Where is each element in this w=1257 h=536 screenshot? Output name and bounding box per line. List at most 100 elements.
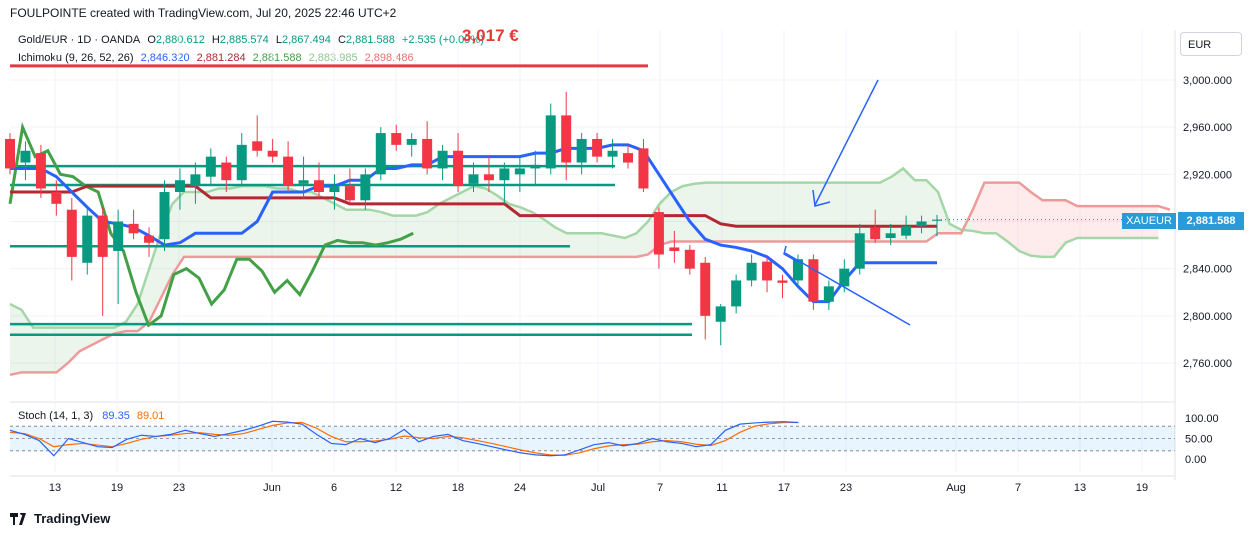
ichimoku-kijun-value: 2,881.284	[196, 52, 246, 64]
symbol-price-tag: XAUEUR	[1122, 213, 1176, 229]
cloud-bull-fill	[230, 186, 242, 257]
cloud-bull-fill	[903, 168, 915, 242]
candle-body	[561, 115, 572, 163]
cloud-bull-fill	[369, 209, 382, 257]
cloud-bull-fill	[68, 327, 80, 363]
time-axis-label: 17	[778, 482, 790, 494]
candle-body	[545, 115, 556, 169]
candle-body	[82, 215, 93, 263]
cloud-bull-fill	[914, 180, 927, 242]
cloud-bull-fill	[195, 192, 208, 257]
candle-body	[205, 156, 216, 177]
stoch-label[interactable]: Stoch (14, 1, 3)	[18, 410, 94, 422]
cloud-bull-fill	[868, 182, 880, 242]
cloud-bull-fill	[636, 221, 648, 257]
up-arrow-head	[783, 245, 799, 263]
cloud-bull-fill	[10, 304, 22, 375]
price-axis-label: 3,000.000	[1183, 75, 1232, 87]
cloud-bull-fill	[79, 327, 92, 352]
candle-body	[854, 233, 865, 269]
time-axis-label: 7	[657, 482, 663, 494]
tradingview-logo[interactable]: TradingView	[10, 511, 110, 526]
cloud-bear-fill	[1042, 200, 1054, 257]
cloud-bull-fill	[126, 304, 138, 332]
time-axis-label: 13	[49, 482, 61, 494]
footer-brand: TradingView	[34, 511, 111, 526]
symbol-name[interactable]: Gold/EUR · 1D · OANDA	[18, 34, 141, 46]
cloud-bull-fill	[648, 203, 660, 255]
cloud-bull-fill	[822, 182, 834, 242]
cloud-bear-fill	[1007, 182, 1020, 251]
cloud-bull-fill	[845, 182, 857, 242]
cloud-bear-fill	[1065, 200, 1078, 243]
cloud-bull-fill	[184, 192, 196, 257]
time-axis-label: 7	[1015, 482, 1021, 494]
cloud-bull-fill	[346, 209, 358, 257]
cloud-bull-fill	[242, 186, 254, 257]
cloud-bull-fill	[787, 182, 799, 242]
chart-header: FOULPOINTE created with TradingView.com,…	[10, 6, 397, 20]
cloud-bull-fill	[949, 223, 962, 234]
candle-body	[514, 168, 525, 175]
cloud-bull-fill	[938, 192, 950, 234]
candle-body	[97, 215, 108, 257]
cloud-bull-fill	[764, 182, 776, 242]
cloud-bull-fill	[532, 212, 544, 257]
high-value: 2,885.574	[219, 34, 269, 46]
candle-body	[128, 223, 139, 234]
ichimoku-tenkan-value: 2,846.320	[140, 52, 190, 64]
cloud-bear-fill	[1100, 206, 1112, 239]
candle-body	[221, 162, 232, 181]
cloud-bull-fill	[578, 233, 590, 257]
low-label: L	[275, 34, 282, 46]
cloud-bull-fill	[404, 215, 416, 257]
cloud-bull-fill	[775, 182, 788, 242]
price-axis-label: 2,960.000	[1183, 122, 1232, 134]
ichimoku-label[interactable]: Ichimoku (9, 26, 52, 26)	[18, 52, 134, 64]
cloud-bull-fill	[659, 192, 672, 246]
candle-body	[406, 138, 417, 145]
candle-body	[762, 261, 773, 281]
candle-body	[870, 227, 881, 240]
cloud-bull-fill	[752, 182, 764, 242]
stoch-d-line	[9, 421, 799, 456]
cloud-bull-fill	[624, 233, 637, 257]
candle-body	[329, 186, 340, 193]
last-price-tag: 2,881.588	[1178, 212, 1244, 230]
candle-body	[823, 286, 834, 302]
cloud-bull-fill	[613, 235, 625, 257]
cloud-bull-fill	[520, 207, 532, 257]
open-label: O	[147, 34, 156, 46]
price-axis-label: 2,920.000	[1183, 169, 1232, 181]
stoch-legend: Stoch (14, 1, 3) 89.35 89.01	[18, 410, 164, 422]
low-value: 2,867.494	[281, 34, 331, 46]
tenkan-sen	[10, 143, 937, 304]
candle-body	[190, 174, 201, 187]
senkou-span-a	[9, 166, 1159, 329]
cloud-bull-fill	[462, 186, 474, 257]
cloud-bull-fill	[474, 186, 486, 257]
cloud-bear-fill	[996, 182, 1008, 242]
kijun-sen	[10, 184, 937, 228]
currency-button[interactable]: EUR	[1180, 32, 1242, 56]
time-axis-label: 6	[331, 482, 337, 494]
stoch-k-value: 89.35	[102, 410, 130, 422]
cloud-bull-fill	[891, 168, 904, 242]
candle-body	[422, 138, 433, 169]
cloud-bull-fill	[358, 209, 370, 257]
chikou-span	[8, 121, 414, 328]
candle-body	[916, 221, 927, 227]
candle-body	[808, 259, 819, 302]
cloud-bull-fill	[149, 233, 161, 322]
cloud-bull-fill	[33, 327, 45, 373]
change-value: +2.535 (+0.09%)	[401, 34, 484, 46]
candle-body	[499, 168, 510, 181]
cloud-bull-fill	[682, 183, 695, 242]
candle-body	[51, 192, 62, 204]
candle-body	[576, 138, 587, 163]
candle-body	[35, 153, 46, 189]
cloud-bear-fill	[1088, 206, 1101, 239]
price-axis-label: 2,760.000	[1183, 358, 1232, 370]
candle-body	[653, 212, 664, 255]
